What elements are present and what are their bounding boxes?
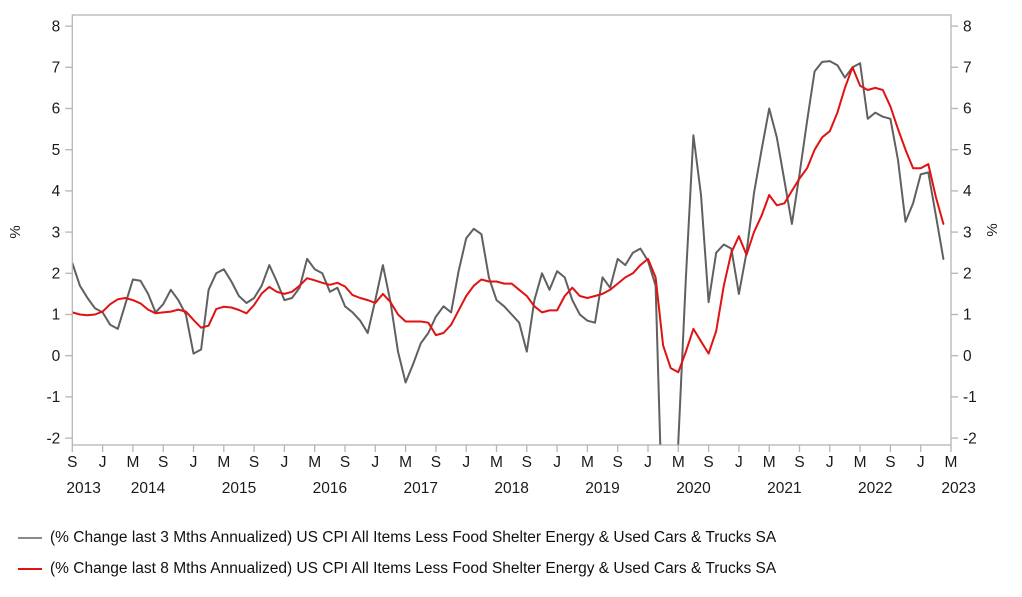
y-tick-label-right: 3 (963, 224, 972, 241)
x-tick-label: S (431, 454, 441, 471)
x-year-label: 2016 (313, 480, 347, 497)
x-tick-label: S (794, 454, 804, 471)
x-tick-label: J (99, 454, 107, 471)
x-tick-label: S (249, 454, 259, 471)
legend-dash-3m-icon (18, 536, 42, 539)
x-tick-label: J (917, 454, 925, 471)
legend-dash-8m-icon (18, 567, 42, 570)
y-tick-label-left: 3 (52, 224, 61, 241)
y-tick-label-left: 6 (52, 101, 61, 118)
y-tick-label-right: 0 (963, 348, 972, 365)
x-year-label: 2022 (858, 480, 892, 497)
x-tick-label: S (67, 454, 77, 471)
x-tick-label: M (763, 454, 776, 471)
x-tick-label: J (190, 454, 198, 471)
y-tick-label-left: 0 (52, 348, 61, 365)
legend-label-3m: (% Change last 3 Mths Annualized) US CPI… (50, 528, 777, 546)
x-tick-label: M (308, 454, 321, 471)
x-tick-label: S (522, 454, 532, 471)
x-year-label: 2013 (66, 480, 100, 497)
y-tick-label-left: 8 (52, 18, 61, 35)
y-tick-label-right: -1 (963, 389, 977, 406)
legend-label-8m: (% Change last 8 Mths Annualized) US CPI… (50, 559, 777, 577)
y-tick-label-right: 4 (963, 183, 972, 200)
y-tick-label-left: -2 (47, 430, 61, 447)
y-tick-label-left: 2 (52, 266, 61, 283)
x-year-label: 2018 (494, 480, 528, 497)
y-tick-label-right: 7 (963, 60, 972, 77)
y-tick-label-left: -1 (47, 389, 61, 406)
x-tick-label: S (613, 454, 623, 471)
x-year-label: 2015 (222, 480, 256, 497)
x-tick-label: S (703, 454, 713, 471)
y-tick-label-left: 4 (52, 183, 61, 200)
x-tick-label: S (340, 454, 350, 471)
x-tick-label: J (553, 454, 561, 471)
y-tick-label-left: 7 (52, 60, 61, 77)
x-tick-label: S (158, 454, 168, 471)
y-tick-label-right: 1 (963, 307, 972, 324)
x-tick-label: M (399, 454, 412, 471)
x-year-label: 2019 (585, 480, 619, 497)
x-tick-label: M (581, 454, 594, 471)
x-tick-label: M (854, 454, 867, 471)
x-year-label: 2020 (676, 480, 711, 497)
x-tick-label: J (281, 454, 289, 471)
series-3m-line (72, 60, 945, 445)
x-tick-label: J (462, 454, 470, 471)
x-year-label: 2017 (404, 480, 438, 497)
x-tick-label: J (826, 454, 834, 471)
legend-item-3m: (% Change last 3 Mths Annualized) US CPI… (18, 529, 776, 546)
x-tick-label: M (217, 454, 230, 471)
x-year-label: 2023 (941, 480, 975, 497)
x-tick-label: M (672, 454, 685, 471)
y-tick-label-right: 5 (963, 142, 972, 159)
y-tick-label-right: 8 (963, 18, 972, 35)
y-tick-label-left: 1 (52, 307, 61, 324)
series-8m-line (72, 66, 945, 374)
x-year-label: 2021 (767, 480, 801, 497)
y-axis-title-left: % (7, 225, 24, 238)
x-tick-label: J (735, 454, 743, 471)
y-tick-label-right: -2 (963, 430, 977, 447)
x-year-label: 2014 (131, 480, 166, 497)
x-tick-label: M (126, 454, 139, 471)
x-tick-label: M (490, 454, 503, 471)
y-tick-label-left: 5 (52, 142, 61, 159)
y-tick-label-right: 2 (963, 266, 972, 283)
plot-frame (71, 14, 952, 446)
x-tick-label: S (885, 454, 895, 471)
y-axis-title-right: % (984, 223, 1001, 236)
legend-item-8m: (% Change last 8 Mths Annualized) US CPI… (18, 560, 776, 577)
x-tick-label: J (371, 454, 379, 471)
x-tick-label: J (644, 454, 652, 471)
y-tick-label-right: 6 (963, 101, 972, 118)
x-tick-label: M (945, 454, 958, 471)
